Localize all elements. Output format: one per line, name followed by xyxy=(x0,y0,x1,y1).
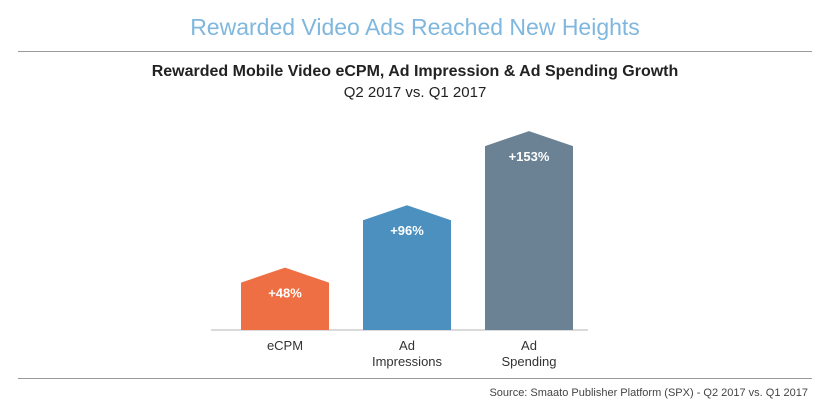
category-label-2-0: Ad xyxy=(521,338,537,353)
category-label-1-1: Impressions xyxy=(372,354,443,369)
source-note: Source: Smaato Publisher Platform (SPX) … xyxy=(489,387,808,399)
bar-value-label-2: +153% xyxy=(509,149,550,164)
bar-1 xyxy=(363,205,451,330)
bars-group xyxy=(241,131,573,330)
bottom-divider xyxy=(18,378,812,379)
chart-subtitle: Q2 2017 vs. Q1 2017 xyxy=(343,84,487,101)
category-label-1-0: Ad xyxy=(399,338,415,353)
bar-0 xyxy=(241,267,329,330)
category-label-0-0: eCPM xyxy=(267,338,303,353)
page-headline: Rewarded Video Ads Reached New Heights xyxy=(190,14,640,40)
top-divider xyxy=(18,51,812,52)
bar-value-label-1: +96% xyxy=(390,223,424,238)
bar-value-label-0: +48% xyxy=(268,286,302,301)
chart-title: Rewarded Mobile Video eCPM, Ad Impressio… xyxy=(151,63,679,80)
bar-2 xyxy=(485,131,573,330)
category-label-2-1: Spending xyxy=(502,354,557,369)
